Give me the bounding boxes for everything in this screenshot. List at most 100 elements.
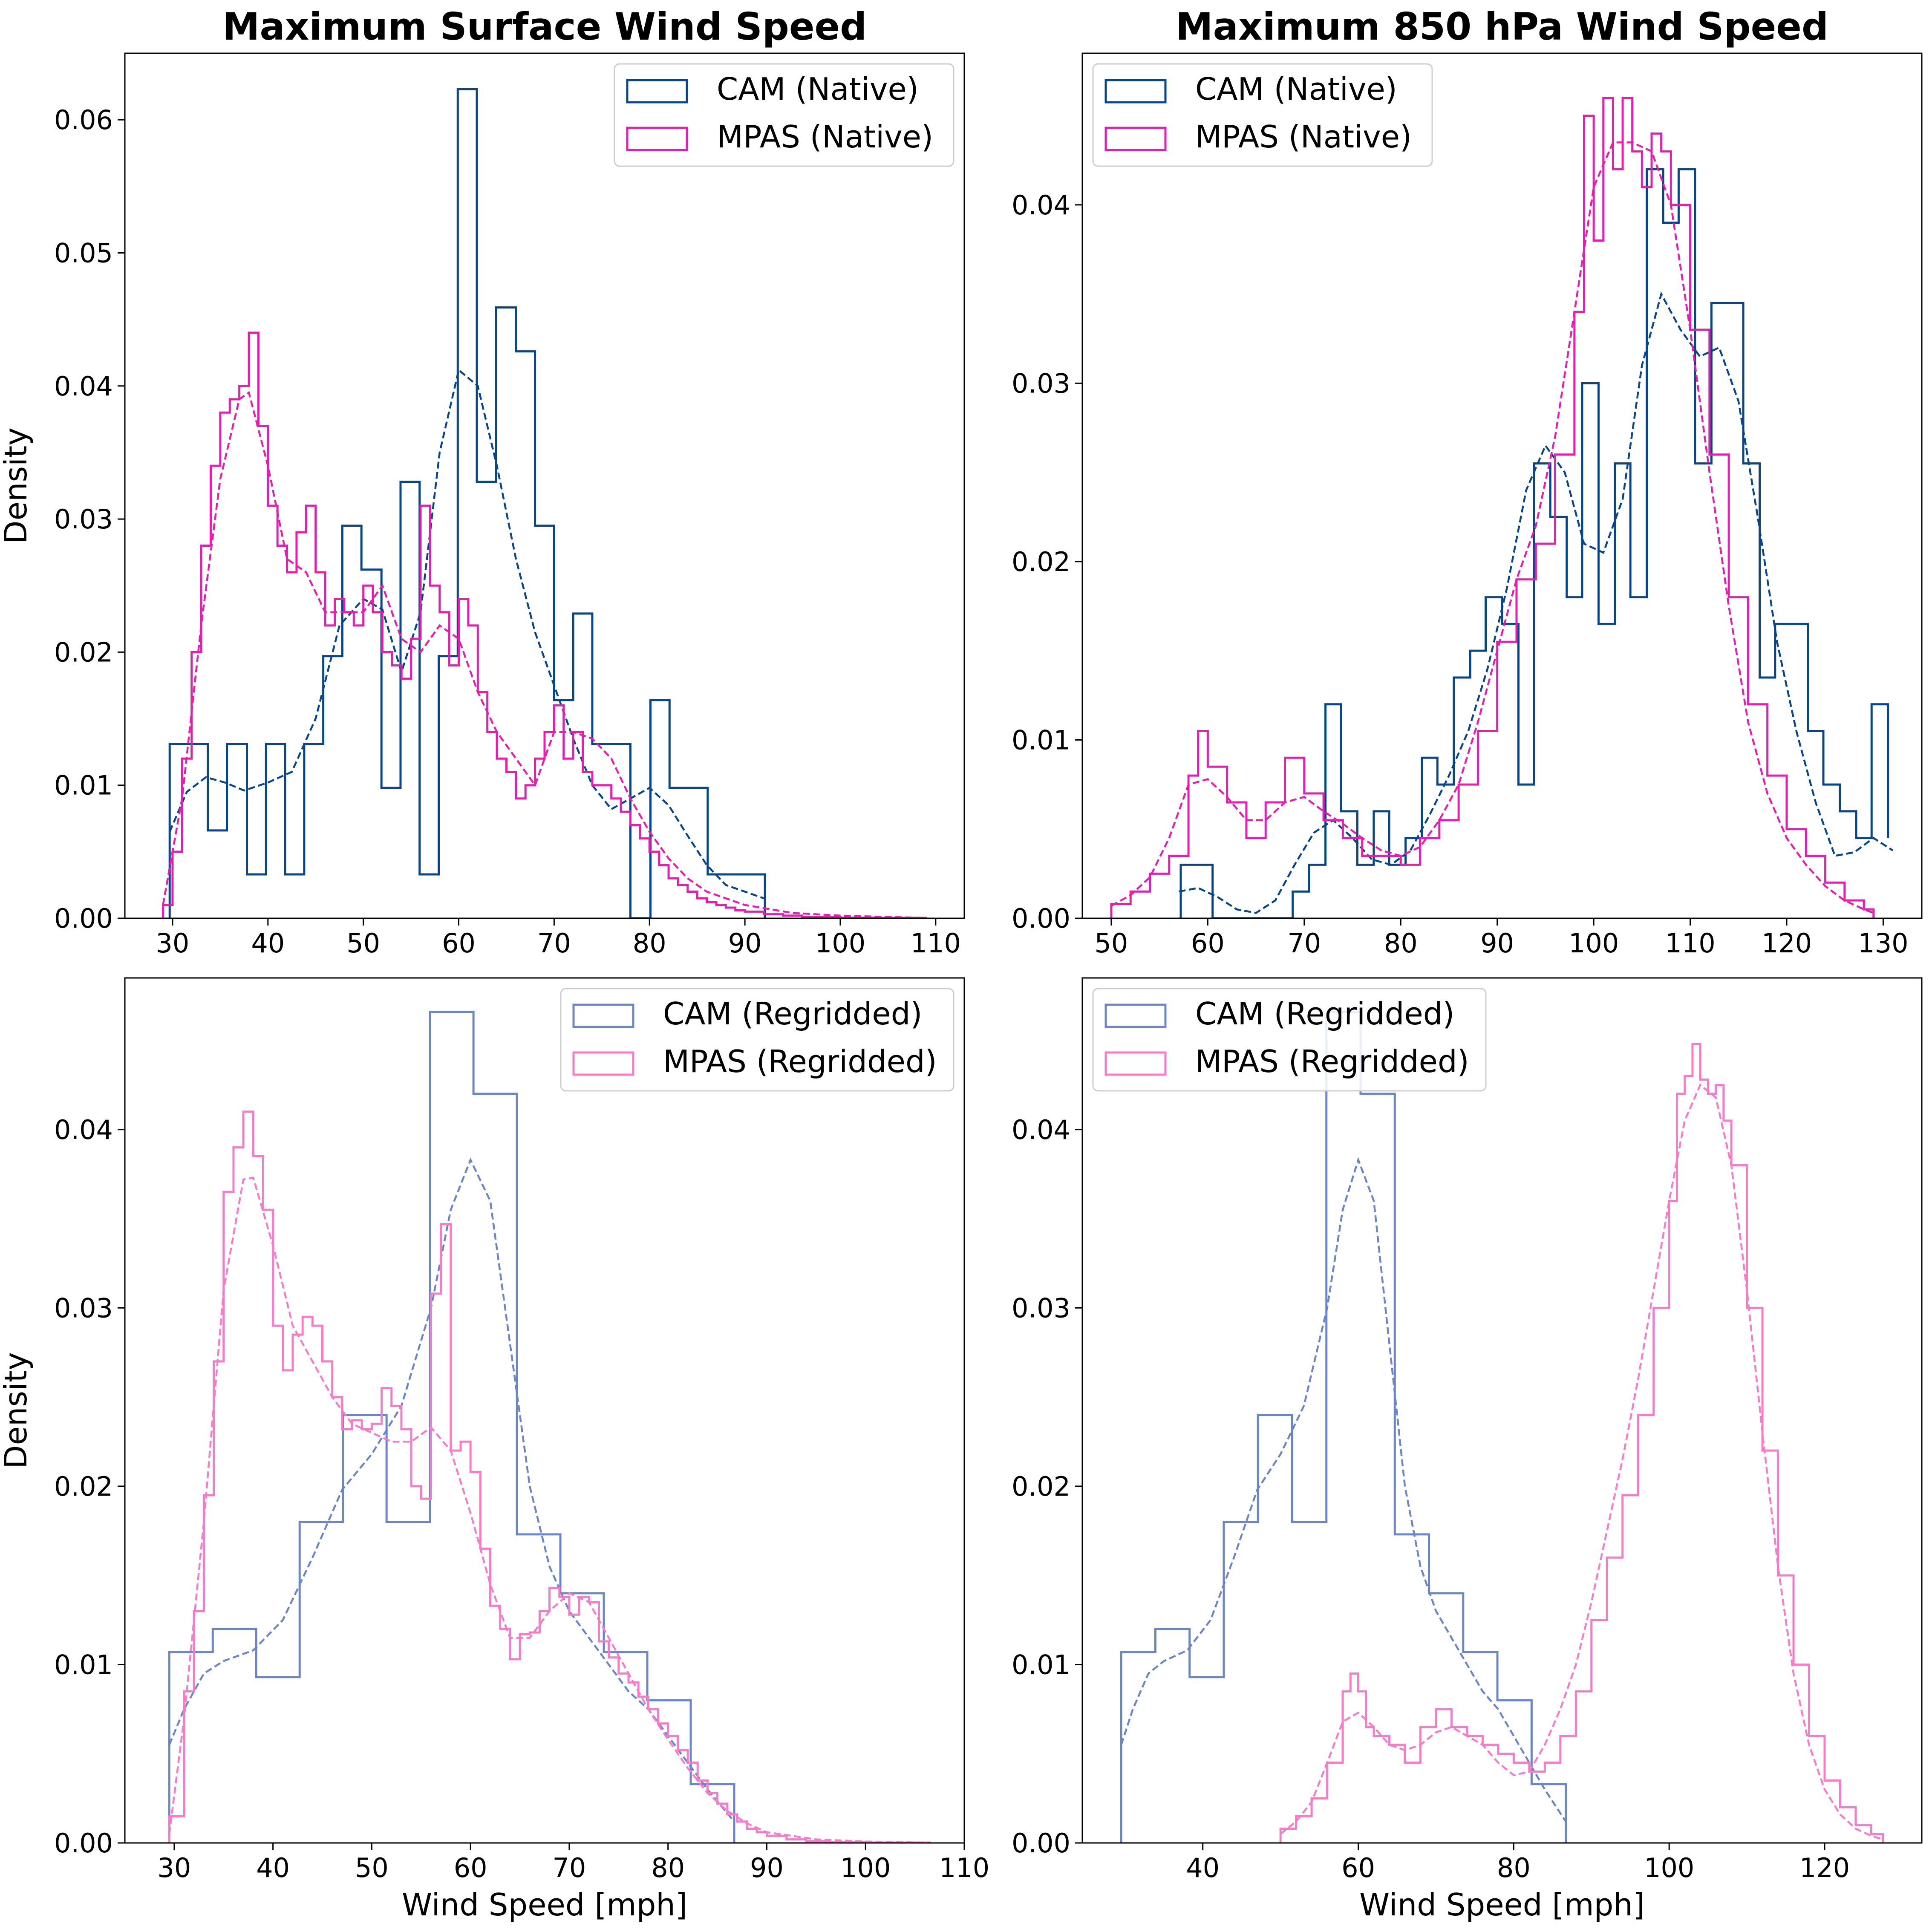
panel-bottom-left: 30 40 50 60 70 80 90 100 110 0.00 0.01 0.02 0.03 0.04… — [0, 977, 989, 1923]
x-tick-label: 80 — [651, 1852, 685, 1883]
legend-swatch — [626, 127, 688, 151]
x-tick-label: 110 — [1665, 928, 1715, 959]
legend-label: CAM (Native) — [717, 71, 919, 107]
y-tick-label: 0.01 — [1012, 724, 1070, 755]
x-tick-label: 70 — [1287, 928, 1321, 959]
legend-label: MPAS (Regridded) — [663, 1044, 937, 1079]
series-mpas-regridded — [1279, 1043, 1884, 1843]
plot-area — [1110, 97, 1894, 918]
x-tick-label: 110 — [939, 1852, 989, 1883]
legend: CAM (Native) MPAS (Native) — [614, 63, 954, 167]
y-tick-label: 0.02 — [54, 1471, 113, 1502]
x-tick-label: 80 — [1497, 1852, 1531, 1883]
panel-title: Maximum Surface Wind Speed — [222, 5, 867, 49]
y-tick-label: 0.01 — [1012, 1649, 1070, 1680]
legend-label: MPAS (Regridded) — [1195, 1044, 1469, 1079]
y-tick-label: 0.04 — [54, 371, 113, 402]
x-tick-label: 100 — [1569, 928, 1619, 959]
x-tick-label: 100 — [1644, 1852, 1694, 1883]
y-tick-label: 0.03 — [1012, 368, 1070, 399]
x-tick-label: 80 — [633, 928, 666, 959]
x-tick-label: 90 — [728, 928, 762, 959]
x-tick-label: 60 — [1191, 928, 1225, 959]
legend-swatch — [572, 1003, 634, 1028]
kde-curve — [1179, 291, 1894, 914]
legend-label: CAM (Regridded) — [1195, 996, 1455, 1032]
legend-swatch — [1104, 79, 1167, 104]
legend-label: CAM (Regridded) — [663, 996, 923, 1032]
legend-label: MPAS (Native) — [717, 119, 933, 155]
histogram-step — [1110, 97, 1875, 918]
legend: CAM (Regridded) MPAS (Regridded) — [1092, 988, 1487, 1092]
x-tick-label: 70 — [552, 1852, 586, 1883]
y-tick-label: 0.01 — [54, 1649, 113, 1680]
y-tick-label: 0.04 — [54, 1114, 113, 1145]
x-tick-label: 100 — [815, 928, 865, 959]
x-tick-label: 120 — [1799, 1852, 1850, 1883]
x-tick-label: 50 — [1094, 928, 1128, 959]
kde-curve — [1120, 1157, 1567, 1822]
panel-bottom-right: 40 60 80 100 120 0.00 0.01 0.02 0.03 0.04 Wind Spe… — [1012, 977, 1923, 1923]
x-tick-label: 60 — [442, 928, 476, 959]
y-tick-label: 0.04 — [1012, 1114, 1070, 1145]
legend-label: CAM (Native) — [1195, 71, 1397, 107]
x-tick-label: 30 — [157, 1852, 191, 1883]
x-tick-label: 100 — [840, 1852, 891, 1883]
legend-box — [560, 988, 954, 1092]
kde-curve — [162, 391, 926, 918]
y-tick-label: 0.00 — [54, 903, 113, 934]
series-mpas-native — [1110, 97, 1875, 918]
axes-frame — [1081, 52, 1923, 919]
x-tick-label: 120 — [1762, 928, 1812, 959]
x-tick-label: 40 — [256, 1852, 290, 1883]
series-cam-regridded — [168, 1011, 735, 1843]
histogram-step — [168, 1011, 735, 1843]
series-mpas-regridded — [168, 1110, 931, 1843]
x-tick-label: 80 — [1384, 928, 1418, 959]
x-tick-label: 40 — [251, 928, 285, 959]
y-tick-label: 0.00 — [1012, 903, 1070, 934]
x-tick-label: 60 — [1341, 1852, 1375, 1883]
y-axis-label: Density — [0, 427, 34, 544]
x-tick-label: 70 — [537, 928, 571, 959]
y-tick-label: 0.02 — [1012, 546, 1070, 577]
plot-area — [162, 88, 927, 918]
series-mpas-native — [162, 332, 927, 918]
y-tick-label: 0.02 — [54, 637, 113, 668]
y-tick-label: 0.03 — [54, 504, 113, 535]
x-tick-label: 110 — [911, 928, 961, 959]
panel-title: Maximum 850 hPa Wind Speed — [1176, 5, 1828, 49]
histogram-step — [168, 1110, 931, 1843]
x-axis-label: Wind Speed [mph] — [1359, 1887, 1645, 1923]
plot-area — [168, 1011, 931, 1843]
x-tick-label: 30 — [156, 928, 189, 959]
legend-swatch — [626, 79, 688, 104]
x-tick-label: 50 — [355, 1852, 389, 1883]
y-tick-label: 0.01 — [54, 770, 113, 801]
x-tick-label: 40 — [1186, 1852, 1220, 1883]
histogram-step — [1279, 1043, 1884, 1843]
x-axis-label: Wind Speed [mph] — [402, 1887, 687, 1923]
y-tick-label: 0.06 — [54, 104, 113, 136]
axes-frame — [124, 52, 965, 919]
x-tick-label: 60 — [454, 1852, 487, 1883]
legend-box — [1092, 988, 1487, 1092]
kde-curve — [168, 1177, 930, 1843]
panel-top-right: 50 60 70 80 90 100 110 120 130 0.00 0.01 0.02 0.03 0.… — [1012, 5, 1923, 959]
legend: CAM (Regridded) MPAS (Regridded) — [560, 988, 954, 1092]
legend: CAM (Native) MPAS (Native) — [1092, 63, 1433, 167]
legend-swatch — [1104, 1003, 1167, 1028]
legend-swatch — [572, 1051, 634, 1076]
x-tick-label: 130 — [1858, 928, 1908, 959]
y-tick-label: 0.03 — [54, 1292, 113, 1324]
x-tick-label: 50 — [346, 928, 380, 959]
y-tick-label: 0.00 — [54, 1828, 113, 1859]
y-tick-label: 0.04 — [1012, 190, 1070, 221]
legend-swatch — [1104, 127, 1167, 151]
y-tick-label: 0.02 — [1012, 1471, 1070, 1502]
legend-swatch — [1104, 1051, 1167, 1076]
y-tick-label: 0.05 — [54, 237, 113, 268]
panel-top-left: 30 40 50 60 70 80 90 100 110 0.00 0.01 0.02 0.03 0.04… — [0, 5, 965, 959]
kde-curve — [1280, 1083, 1883, 1840]
